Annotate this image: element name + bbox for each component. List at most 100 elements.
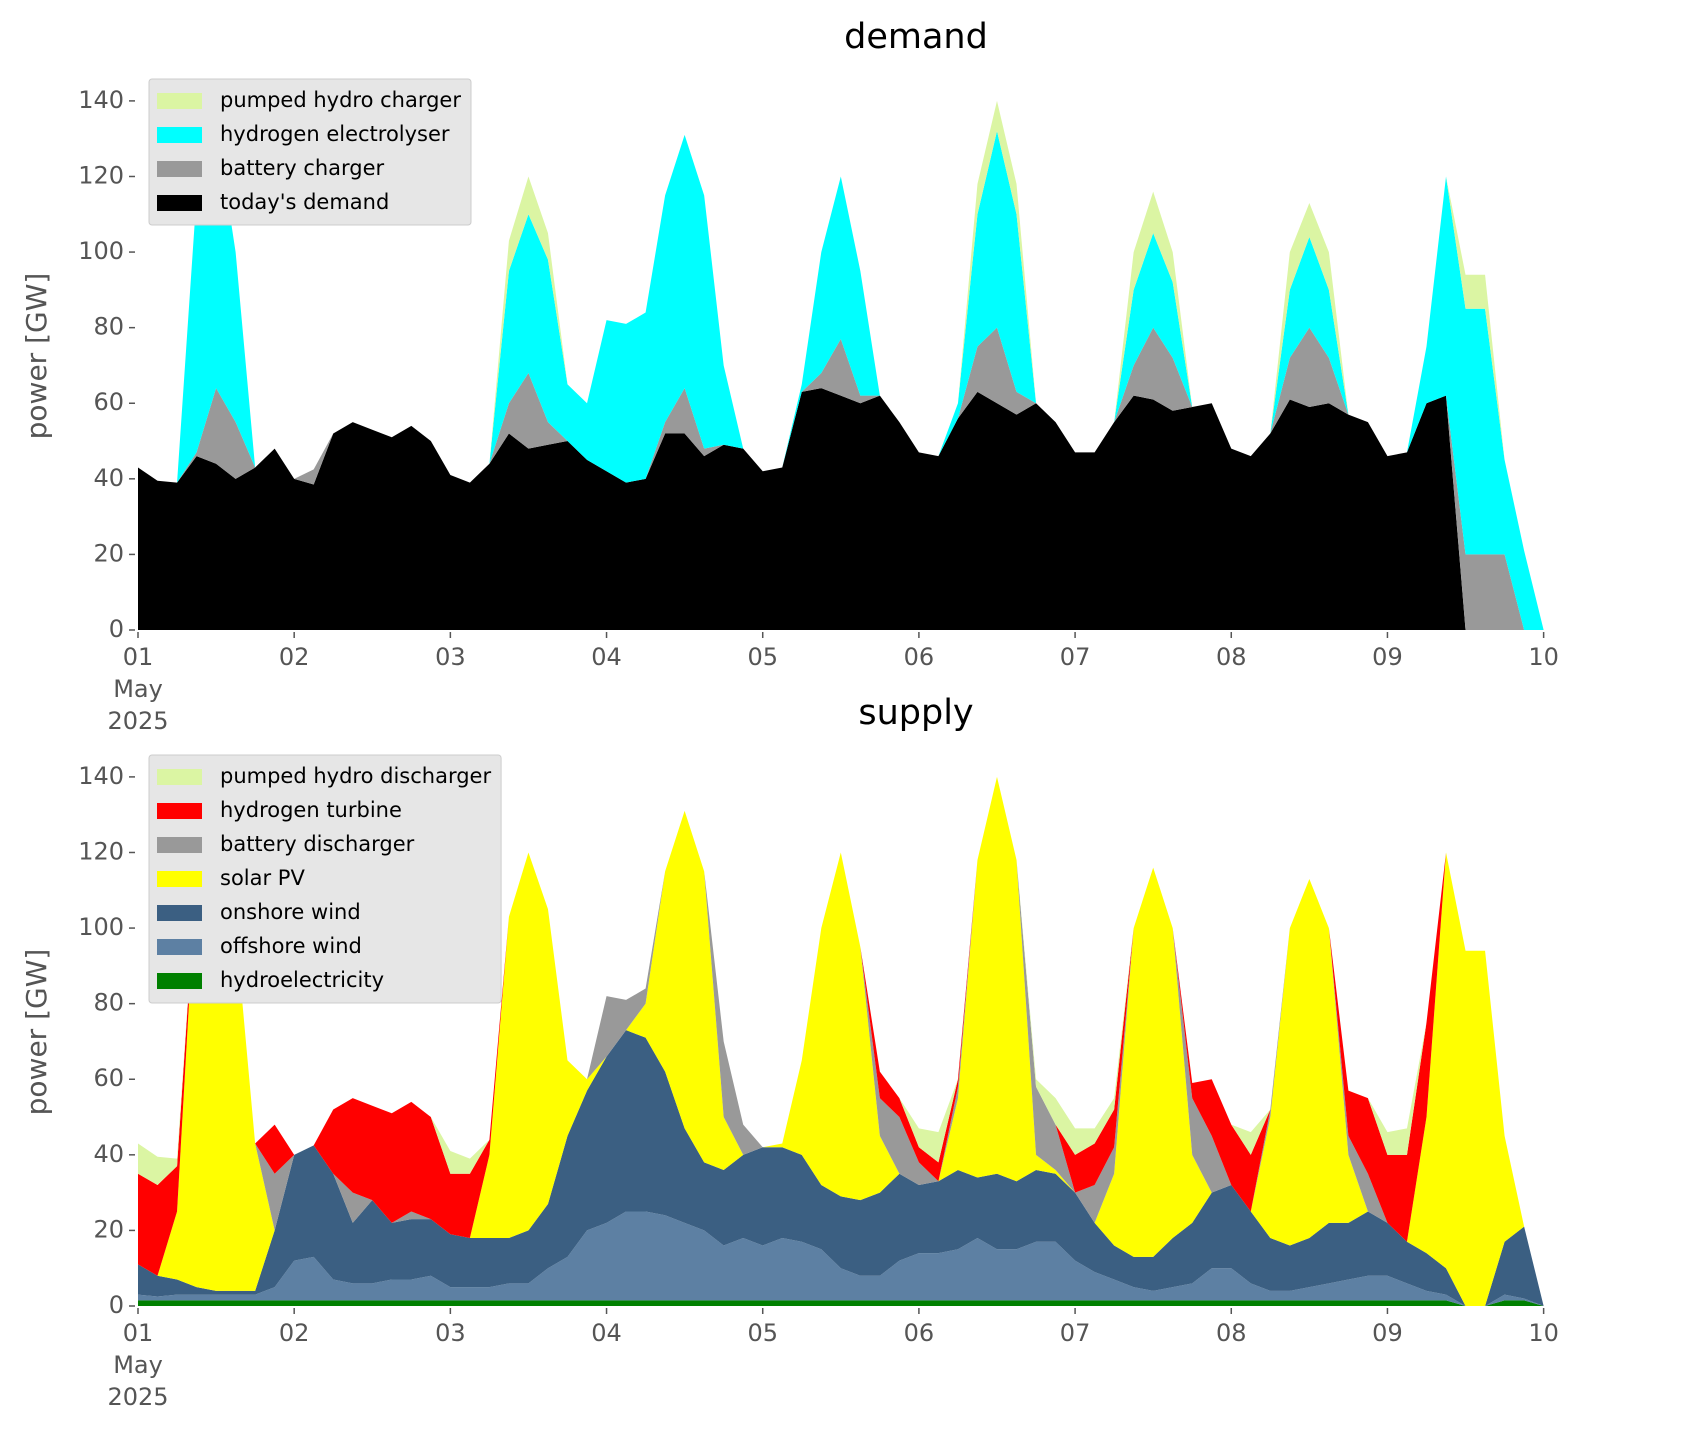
legend-box bbox=[148, 78, 472, 226]
x-tick-label: 06 bbox=[904, 643, 935, 671]
x-tick-label: 01 May 2025 bbox=[107, 643, 168, 735]
chart-title: supply bbox=[858, 693, 973, 733]
legend-label: battery charger bbox=[220, 156, 385, 180]
legend-label: pumped hydro charger bbox=[220, 88, 461, 112]
area bbox=[138, 388, 1544, 630]
x-tick-label-line: 2025 bbox=[107, 1383, 168, 1411]
area bbox=[138, 776, 1544, 1306]
y-tick-label: 120 bbox=[78, 837, 124, 865]
x-tick-label: 01 May 2025 bbox=[107, 1319, 168, 1411]
x-tick-label-line: 10 bbox=[1528, 643, 1559, 671]
x-tick-label: 07 bbox=[1060, 643, 1091, 671]
legend-swatch bbox=[157, 837, 202, 853]
x-tick-label-line: 06 bbox=[904, 1319, 935, 1347]
y-tick-label: 0 bbox=[109, 1291, 124, 1319]
legend-swatch bbox=[157, 769, 202, 785]
x-tick-label-line: 01 bbox=[123, 643, 154, 671]
legend-label: offshore wind bbox=[220, 934, 362, 958]
y-tick-label: 80 bbox=[93, 313, 124, 341]
x-tick-label: 07 bbox=[1060, 1319, 1091, 1347]
y-tick-label: 80 bbox=[93, 989, 124, 1017]
x-tick-label-line: 10 bbox=[1528, 1319, 1559, 1347]
x-tick-label-line: 08 bbox=[1216, 643, 1247, 671]
y-tick-label: 100 bbox=[78, 913, 124, 941]
area bbox=[138, 1211, 1544, 1306]
legend-label: hydrogen turbine bbox=[220, 798, 402, 822]
x-tick-label-line: 04 bbox=[591, 643, 622, 671]
y-tick-label: 140 bbox=[78, 762, 124, 790]
legend-label: solar PV bbox=[220, 866, 305, 890]
x-tick-label-line: 08 bbox=[1216, 1319, 1247, 1347]
legend-swatch bbox=[157, 127, 202, 143]
x-tick-label: 08 bbox=[1216, 1319, 1247, 1347]
x-tick-label-line: 09 bbox=[1372, 643, 1403, 671]
x-tick-label: 04 bbox=[591, 1319, 622, 1347]
x-tick-label-line: 06 bbox=[904, 643, 935, 671]
x-tick-label-line: 05 bbox=[747, 1319, 778, 1347]
x-tick-label: 03 bbox=[435, 643, 466, 671]
y-tick-label: 20 bbox=[93, 539, 124, 567]
y-tick-label: 60 bbox=[93, 388, 124, 416]
x-tick-label-line: 2025 bbox=[107, 707, 168, 735]
x-tick-label-line: 07 bbox=[1060, 643, 1091, 671]
area bbox=[138, 1030, 1544, 1306]
legend-swatch bbox=[157, 905, 202, 921]
legend-label: onshore wind bbox=[220, 900, 361, 924]
legend-swatch bbox=[157, 803, 202, 819]
legend-swatch bbox=[157, 93, 202, 109]
legend: pumped hydro charger hydrogen electrolyse… bbox=[148, 78, 472, 226]
x-tick-label: 05 bbox=[747, 643, 778, 671]
legend-swatch bbox=[157, 195, 202, 211]
legend: pumped hydro discharger hydrogen turbine b… bbox=[148, 754, 502, 1004]
x-tick-label-line: 02 bbox=[279, 1319, 310, 1347]
y-tick-label: 40 bbox=[93, 1140, 124, 1168]
x-tick-label: 02 bbox=[279, 1319, 310, 1347]
y-tick-label: 40 bbox=[93, 464, 124, 492]
x-tick-label-line: 07 bbox=[1060, 1319, 1091, 1347]
x-tick-label: 03 bbox=[435, 1319, 466, 1347]
y-axis-label: power [GW] bbox=[20, 949, 53, 1116]
x-tick-label: 05 bbox=[747, 1319, 778, 1347]
area bbox=[138, 327, 1544, 630]
legend-label: pumped hydro discharger bbox=[220, 764, 491, 788]
legend-swatch bbox=[157, 939, 202, 955]
x-tick-label: 09 bbox=[1372, 1319, 1403, 1347]
x-tick-label-line: 02 bbox=[279, 643, 310, 671]
x-tick-label-line: 01 bbox=[123, 1319, 154, 1347]
y-tick-label: 100 bbox=[78, 237, 124, 265]
chart-title: demand bbox=[844, 17, 988, 57]
x-tick-label-line: May bbox=[113, 1351, 163, 1379]
legend-label: today's demand bbox=[220, 190, 389, 214]
y-tick-label: 60 bbox=[93, 1064, 124, 1092]
x-tick-label-line: 04 bbox=[591, 1319, 622, 1347]
y-axis-label: power [GW] bbox=[20, 273, 53, 440]
x-tick-label-line: 09 bbox=[1372, 1319, 1403, 1347]
legend-swatch bbox=[157, 973, 202, 989]
legend-swatch bbox=[157, 871, 202, 887]
x-tick-label-line: 03 bbox=[435, 1319, 466, 1347]
y-tick-label: 20 bbox=[93, 1215, 124, 1243]
x-tick-label-line: 05 bbox=[747, 643, 778, 671]
y-tick-label: 140 bbox=[78, 86, 124, 114]
y-tick-label: 120 bbox=[78, 161, 124, 189]
x-tick-label: 02 bbox=[279, 643, 310, 671]
legend-label: hydroelectricity bbox=[220, 968, 384, 992]
legend-swatch bbox=[157, 161, 202, 177]
legend-box bbox=[148, 754, 502, 1004]
area bbox=[138, 123, 1544, 630]
x-tick-label: 10 bbox=[1528, 643, 1559, 671]
legend-label: battery discharger bbox=[220, 832, 415, 856]
x-tick-label: 10 bbox=[1528, 1319, 1559, 1347]
x-tick-label: 04 bbox=[591, 643, 622, 671]
legend-label: hydrogen electrolyser bbox=[220, 122, 450, 146]
area bbox=[138, 1300, 1544, 1306]
x-tick-label-line: 03 bbox=[435, 643, 466, 671]
x-tick-label: 09 bbox=[1372, 643, 1403, 671]
x-tick-label: 08 bbox=[1216, 643, 1247, 671]
x-tick-label-line: May bbox=[113, 675, 163, 703]
y-tick-label: 0 bbox=[109, 615, 124, 643]
